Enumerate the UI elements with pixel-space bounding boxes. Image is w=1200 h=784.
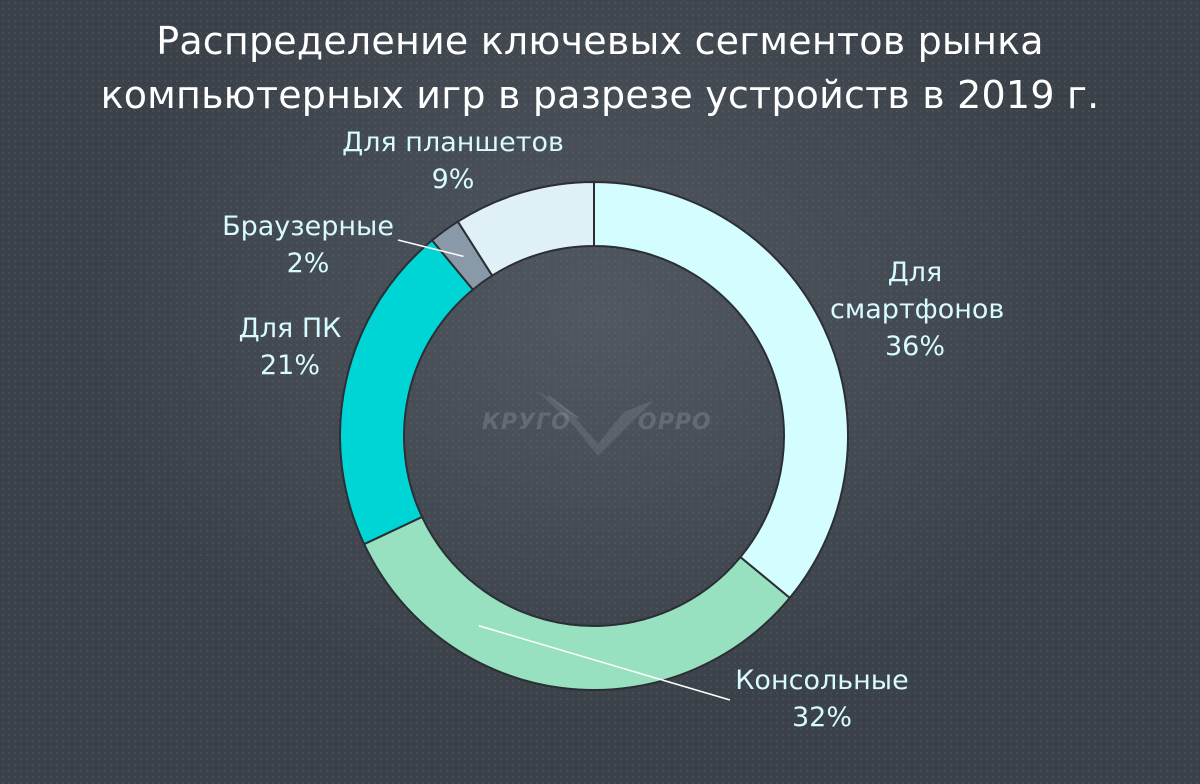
label-tablets: Для планшетов 9% [330,124,576,198]
label-tablets-value: 9% [431,164,475,195]
leader-lines [397,239,731,701]
slice-pc [339,238,475,546]
leader-line-browser [397,239,464,258]
watermark-text-left: КРУГО [482,410,571,435]
chart-title-line-2: компьютерных игр в разрезе устройств в 2… [100,73,1100,117]
label-consoles: Консольные 32% [722,662,922,736]
label-smartphones-name-1: Для [887,257,943,288]
label-browser-name: Браузерные [222,211,394,242]
leader-line-consoles [478,625,731,701]
label-browser: Браузерные 2% [210,208,406,282]
label-tablets-name: Для планшетов [342,127,564,158]
chart-title: Распределение ключевых сегментов рынка к… [0,14,1200,122]
label-consoles-value: 32% [791,702,852,733]
label-browser-value: 2% [286,248,330,279]
label-consoles-name: Консольные [735,665,909,696]
label-smartphones: Для смартфонов 36% [830,254,1005,365]
label-pc: Для ПК 21% [220,310,360,384]
slice-consoles [362,515,792,691]
label-pc-value: 21% [259,350,320,381]
label-smartphones-value: 36% [884,331,945,362]
watermark-text-right: ОРРО [638,410,712,435]
donut-slices [339,180,849,691]
watermark-emblem-icon [536,390,654,456]
label-pc-name: Для ПК [238,313,342,344]
slice-tablets [456,180,595,277]
label-smartphones-name-2: смартфонов [830,294,1005,325]
watermark-logo: КРУГО ОРРО [478,382,722,462]
slice-smartphones [593,180,849,600]
chart-title-line-1: Распределение ключевых сегментов рынка [156,19,1044,63]
